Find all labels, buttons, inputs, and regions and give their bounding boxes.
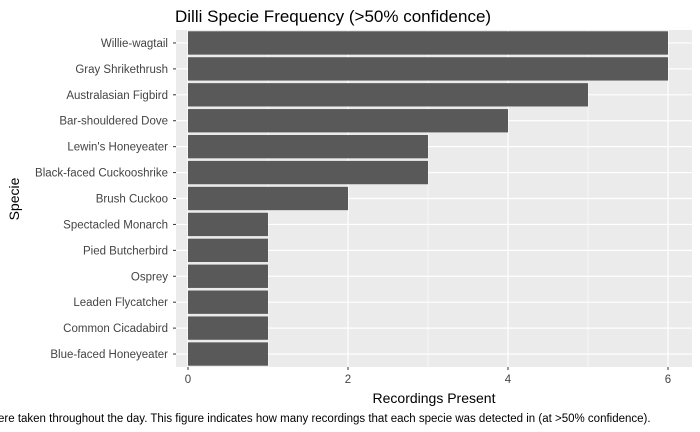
y-tick-label: Gray Shrikethrush — [75, 64, 168, 76]
x-tick-label: 0 — [185, 374, 191, 386]
x-tick-label: 6 — [665, 374, 671, 386]
y-tick-label: Leaden Flycatcher — [73, 297, 168, 309]
bars — [188, 31, 668, 366]
y-tick-label: Osprey — [131, 271, 168, 283]
bar — [188, 290, 268, 314]
bar — [188, 264, 268, 288]
y-tick-label: Willie-wagtail — [101, 38, 168, 50]
chart-title: Dilli Specie Frequency (>50% confidence) — [175, 7, 491, 26]
x-tick-label: 4 — [505, 374, 512, 386]
bar — [188, 160, 428, 185]
x-tick-labels: 0 2 4 6 — [185, 367, 671, 386]
bar — [188, 342, 268, 366]
bar — [188, 316, 268, 340]
bar — [188, 238, 268, 263]
x-axis-title: Recordings Present — [373, 390, 496, 406]
y-tick-label: Bar-shouldered Dove — [59, 116, 168, 128]
y-tick-labels: Willie-wagtail Gray Shrikethrush Australas… — [35, 38, 176, 361]
y-tick-label: Brush Cuckoo — [96, 194, 168, 206]
bar — [188, 57, 668, 81]
bar — [188, 31, 668, 55]
bar — [188, 212, 268, 237]
bar — [188, 83, 588, 107]
x-tick-label: 2 — [345, 374, 351, 386]
y-tick-label: Pied Butcherbird — [83, 245, 168, 257]
y-tick-label: Spectacled Monarch — [63, 219, 168, 231]
y-tick-label: Common Cicadabird — [63, 323, 168, 335]
y-tick-label: Black-faced Cuckooshrike — [35, 168, 168, 180]
chart-caption: ere taken throughout the day. This figur… — [0, 413, 651, 425]
bar — [188, 109, 508, 133]
y-axis-title: Specie — [6, 177, 22, 220]
bar — [188, 134, 428, 159]
y-tick-label: Lewin's Honeyeater — [67, 142, 168, 154]
y-tick-label: Australasian Figbird — [66, 90, 168, 102]
y-tick-label: Blue-faced Honeyeater — [50, 349, 168, 361]
bar — [188, 186, 348, 211]
